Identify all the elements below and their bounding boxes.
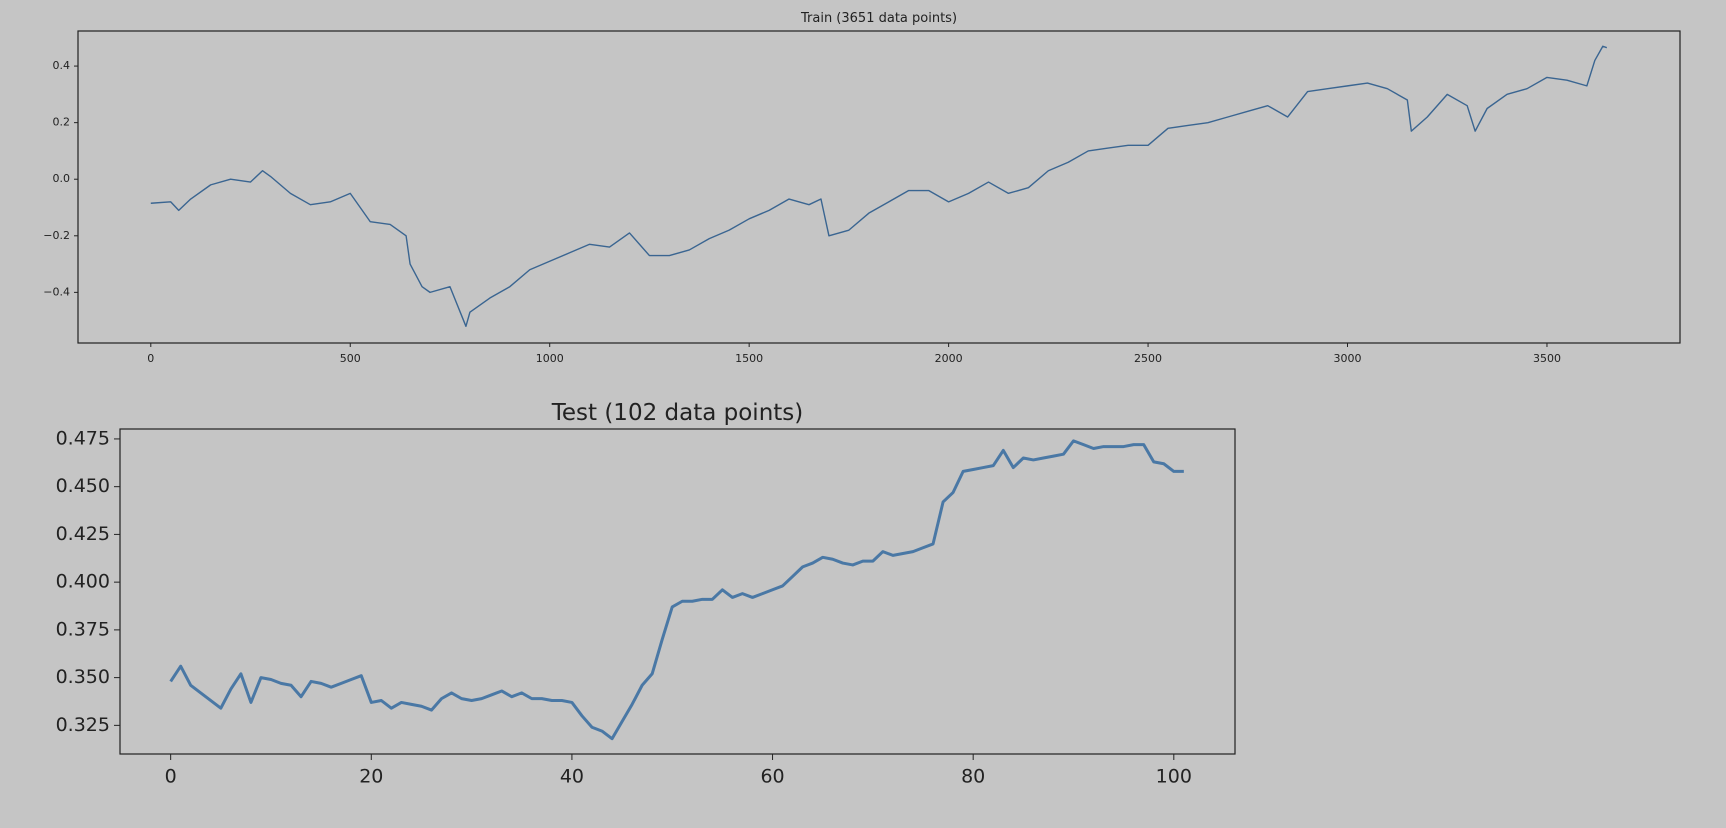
x-tick-label: 3500 (1533, 352, 1561, 365)
x-tick-label: 2000 (935, 352, 963, 365)
y-tick-label: −0.2 (43, 229, 70, 242)
x-tick-label: 60 (760, 766, 784, 788)
y-tick-label: 0.0 (53, 172, 71, 185)
x-tick-label: 0 (165, 766, 177, 788)
x-tick-label: 100 (1156, 766, 1192, 788)
y-tick-label: 0.450 (56, 475, 110, 497)
plot-frame (119, 428, 1236, 755)
x-tick-label: 40 (560, 766, 584, 788)
x-tick-label: 500 (340, 352, 361, 365)
y-tick-label: 0.4 (53, 59, 71, 72)
x-tick-label: 80 (961, 766, 985, 788)
data-line (150, 45, 1608, 328)
x-tick-label: 20 (359, 766, 383, 788)
y-tick-label: 0.325 (56, 714, 110, 736)
x-tick-label: 3000 (1334, 352, 1362, 365)
y-tick-label: 0.350 (56, 666, 110, 688)
x-tick-label: 2500 (1134, 352, 1162, 365)
chart-title: Test (102 data points) (551, 400, 804, 426)
y-tick-label: 0.475 (56, 427, 110, 449)
y-tick-label: 0.2 (53, 116, 71, 129)
y-tick-label: 0.375 (56, 618, 110, 640)
x-tick-label: 1000 (536, 352, 564, 365)
y-tick-label: 0.425 (56, 523, 110, 545)
x-tick-label: 0 (147, 352, 154, 365)
chart-title: Train (3651 data points) (800, 11, 957, 26)
x-tick-label: 1500 (735, 352, 763, 365)
y-tick-label: 0.400 (56, 571, 110, 593)
plot-frame (77, 30, 1681, 344)
data-line (169, 439, 1184, 741)
y-tick-label: −0.4 (43, 285, 70, 298)
